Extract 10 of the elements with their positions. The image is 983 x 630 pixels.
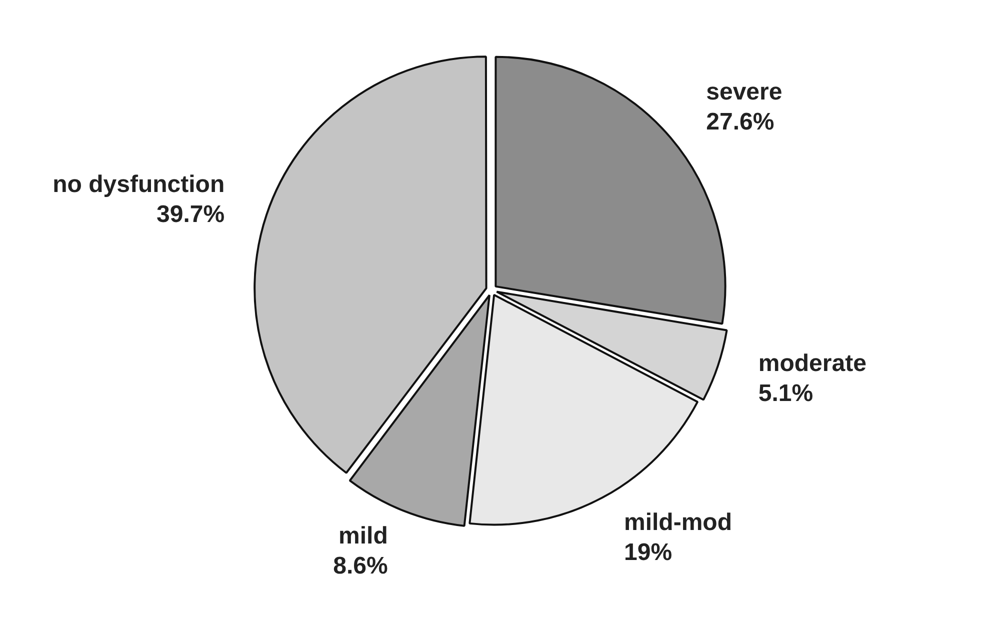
slice-label: moderate: [758, 350, 866, 378]
slice-label: mild: [338, 522, 388, 550]
slice-label: mild-mod: [624, 508, 732, 536]
data-label: 19%: [624, 538, 672, 566]
slice-label: no dysfunction: [52, 171, 225, 198]
data-label: 39.7%: [156, 201, 225, 228]
data-label: 27.6%: [706, 108, 774, 136]
slice-label: severe: [706, 78, 782, 106]
data-label: 8.6%: [333, 552, 388, 580]
data-label: 5.1%: [758, 380, 814, 408]
